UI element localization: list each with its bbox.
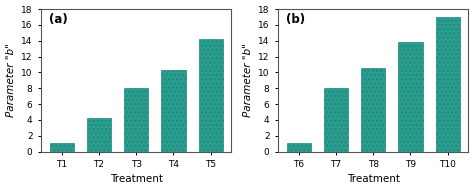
Bar [87, 117, 111, 152]
Y-axis label: Parameter "b": Parameter "b" [243, 43, 253, 117]
Bar [398, 41, 422, 152]
Bar [124, 88, 148, 152]
X-axis label: Treatment: Treatment [109, 174, 163, 184]
Text: (b): (b) [285, 13, 305, 26]
Y-axis label: Parameter "b": Parameter "b" [6, 43, 16, 117]
X-axis label: Treatment: Treatment [346, 174, 400, 184]
Bar [50, 143, 74, 152]
Bar [324, 88, 348, 152]
Bar [361, 68, 385, 152]
Bar [161, 70, 185, 152]
Text: (a): (a) [48, 13, 67, 26]
Bar [436, 17, 460, 152]
Bar [199, 39, 223, 152]
Bar [287, 143, 311, 152]
